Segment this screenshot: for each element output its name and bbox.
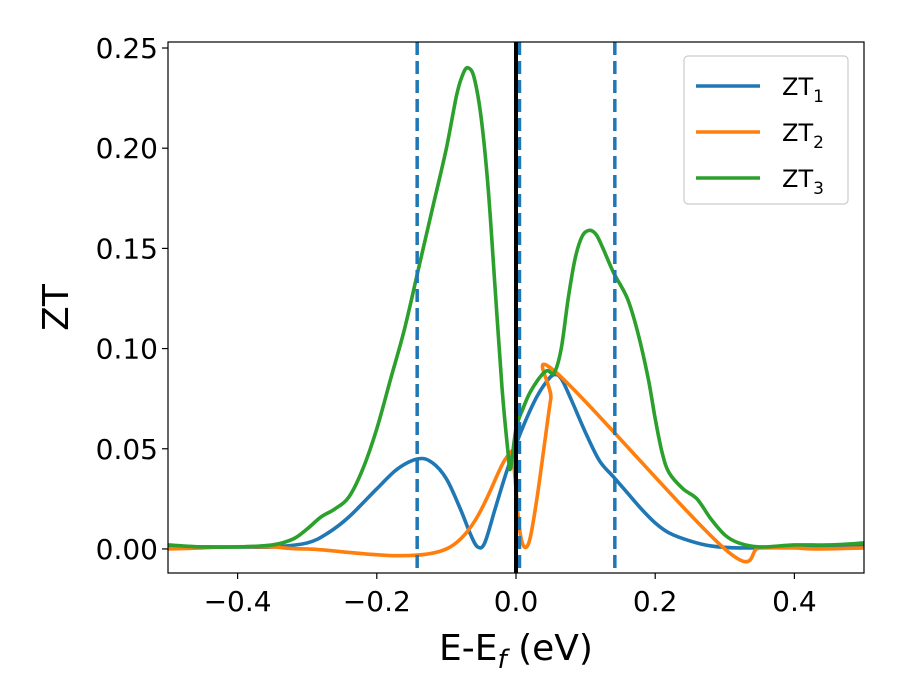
x-axis-ticks: −0.4 −0.2 0.0 0.2 0.4 bbox=[204, 573, 817, 618]
x-tick-label: −0.4 bbox=[204, 585, 272, 618]
legend-box bbox=[683, 55, 849, 205]
legend-label-main: ZT bbox=[782, 73, 813, 101]
y-tick-label: 0.05 bbox=[96, 433, 158, 466]
y-tick-label: 0.10 bbox=[96, 333, 158, 366]
legend-label-1: ZT1 bbox=[782, 73, 824, 107]
x-axis-label-main: E-E bbox=[439, 628, 497, 669]
x-tick-label: −0.2 bbox=[343, 585, 411, 618]
dashed-lines-layer bbox=[415, 42, 617, 573]
y-tick-label: 0.25 bbox=[96, 32, 158, 65]
legend-label-main: ZT bbox=[782, 119, 813, 147]
x-axis-label: E-Ef (eV) bbox=[439, 628, 593, 675]
legend-label-main: ZT bbox=[782, 165, 813, 193]
legend-label-3: ZT3 bbox=[782, 165, 824, 199]
legend-label-subscript: 3 bbox=[813, 179, 824, 199]
x-tick-label: 0.4 bbox=[772, 585, 817, 618]
legend-label-subscript: 2 bbox=[813, 133, 824, 153]
legend-label-subscript: 1 bbox=[813, 87, 824, 107]
x-tick-label: 0.2 bbox=[633, 585, 678, 618]
y-axis-label: ZT bbox=[36, 283, 77, 331]
y-tick-label: 0.00 bbox=[96, 533, 158, 566]
y-tick-label: 0.20 bbox=[96, 132, 158, 165]
x-tick-label: 0.0 bbox=[494, 585, 539, 618]
y-tick-label: 0.15 bbox=[96, 232, 158, 265]
legend-label-2: ZT2 bbox=[782, 119, 824, 153]
series-line-2 bbox=[168, 362, 864, 564]
y-axis-ticks: 0.00 0.05 0.10 0.15 0.20 0.25 bbox=[96, 32, 168, 566]
x-axis-label-unit: (eV) bbox=[507, 628, 593, 669]
